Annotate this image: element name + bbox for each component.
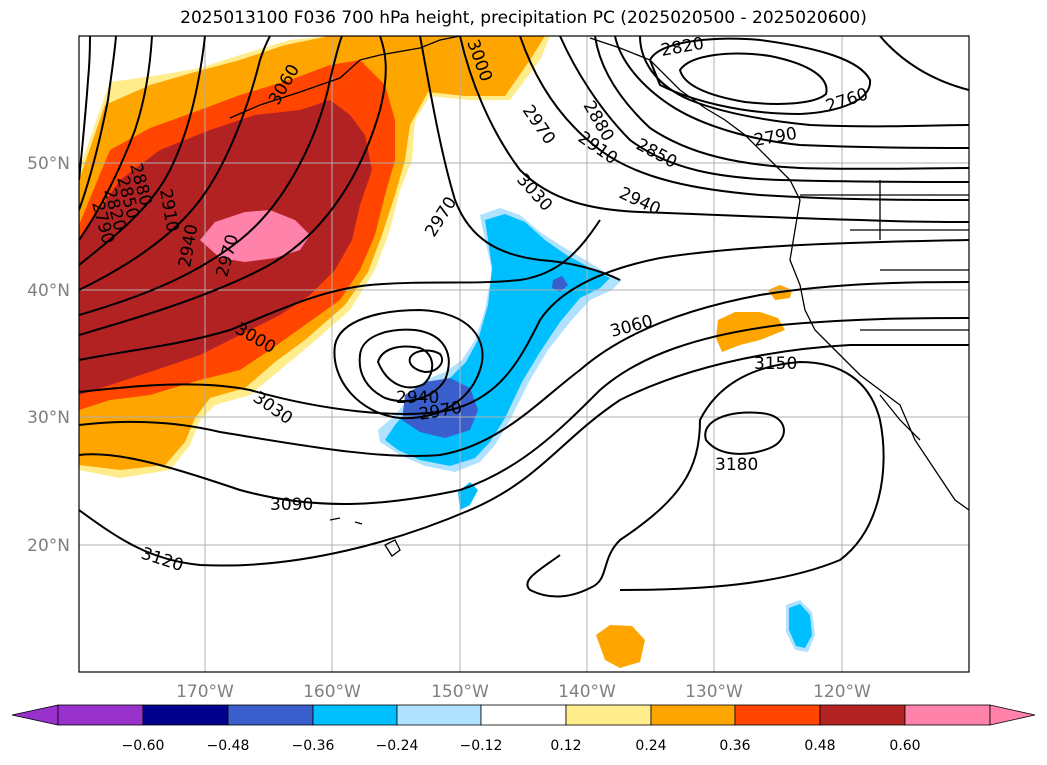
contour-trough-1 xyxy=(594,36,969,170)
colorbar-segment xyxy=(227,704,314,726)
height-contours xyxy=(79,36,969,598)
lat-label: 50°N xyxy=(27,154,70,174)
contour-west-4 xyxy=(79,36,206,266)
longitude-labels: 170°W 160°W 150°W 140°W 130°W 120°W xyxy=(176,682,871,702)
contour-ridge-4 xyxy=(559,36,969,183)
colorbar-tick-labels: −0.60 −0.48 −0.36 −0.24 −0.12 0.12 0.24 … xyxy=(122,738,921,754)
lon-label: 140°W xyxy=(558,682,616,702)
colorbar-tick-label: 0.24 xyxy=(635,738,666,754)
contour-trough-2 xyxy=(614,36,969,149)
contour-west-7 xyxy=(79,36,91,181)
colorbar-segment xyxy=(734,704,821,726)
colorbar-tick-label: −0.48 xyxy=(207,738,250,754)
shade-pos-orange-mid xyxy=(716,312,785,352)
contour-label: 3150 xyxy=(754,354,797,374)
lon-label: 150°W xyxy=(431,682,489,702)
contour-label: 3090 xyxy=(270,495,313,515)
border-states xyxy=(850,180,969,331)
contour-ridge-1 xyxy=(419,36,621,281)
contour-3150 xyxy=(526,360,885,598)
latitude-labels: 50°N 40°N 30°N 20°N xyxy=(27,154,70,556)
contour-2970-ring xyxy=(358,328,450,402)
contour-3000-main xyxy=(79,219,601,361)
lat-label: 30°N xyxy=(27,408,70,428)
contour-west-2 xyxy=(79,36,343,316)
colorbar-extend-high xyxy=(989,704,1036,726)
contour-low-ring-1 xyxy=(648,37,872,116)
colorbar-segment xyxy=(480,704,567,726)
lat-label: 40°N xyxy=(27,281,70,301)
colorbar-tick-label: −0.24 xyxy=(376,738,419,754)
contour-3030 xyxy=(79,239,969,415)
lon-label: 160°W xyxy=(303,682,361,702)
colorbar-segment xyxy=(565,704,652,726)
negative-anomaly-shading xyxy=(378,208,815,652)
colorbar-segment xyxy=(396,704,482,726)
colorbar-tick-label: −0.36 xyxy=(292,738,335,754)
contour-3090 xyxy=(79,317,969,505)
contour-3000-ring xyxy=(333,308,484,420)
colorbar-tick-label: 0.48 xyxy=(804,738,835,754)
colorbar: −0.60 −0.48 −0.36 −0.24 −0.12 0.12 0.24 … xyxy=(11,704,1036,754)
colorbar-segment xyxy=(819,704,906,726)
contour-2940-ring xyxy=(376,345,434,389)
coast-alaska xyxy=(229,36,461,119)
contour-3120 xyxy=(79,343,969,567)
contour-2910-ring xyxy=(408,349,444,374)
contour-west-1 xyxy=(79,36,387,336)
colorbar-tick-label: −0.60 xyxy=(122,738,165,754)
contour-label: 2940 xyxy=(396,388,439,408)
map-frame xyxy=(78,35,970,673)
contour-ridge-2 xyxy=(459,36,969,223)
colorbar-segment xyxy=(57,704,144,726)
contour-west-6 xyxy=(79,36,117,211)
lat-label: 20°N xyxy=(27,536,70,556)
contour-north-east xyxy=(879,36,969,91)
colorbar-segment xyxy=(142,704,229,726)
shade-neg-dot xyxy=(552,276,568,292)
contour-west-3 xyxy=(79,36,271,291)
lon-label: 130°W xyxy=(685,682,743,702)
shade-pos-orange-south xyxy=(596,625,645,668)
map-area: 2820 2760 2790 2850 2880 2910 2940 2970 … xyxy=(79,36,969,672)
contour-3060 xyxy=(79,281,969,457)
lon-label: 170°W xyxy=(176,682,234,702)
colorbar-segment xyxy=(312,704,398,726)
colorbar-segment xyxy=(650,704,736,726)
coast-gulf-california xyxy=(879,394,921,441)
colorbar-tick-label: −0.12 xyxy=(460,738,503,754)
contour-low-ring-2 xyxy=(678,52,828,105)
shade-neg-royalblue xyxy=(402,378,478,438)
colorbar-extend-low xyxy=(11,704,59,726)
colorbar-tick-label: 0.12 xyxy=(550,738,581,754)
contour-west-5 xyxy=(79,36,153,241)
colorbar-segment xyxy=(904,704,991,726)
shade-neg-southeast-inner xyxy=(789,604,812,648)
lon-label: 120°W xyxy=(813,682,871,702)
colorbar-tick-label: 0.60 xyxy=(889,738,920,754)
colorbar-tick-label: 0.36 xyxy=(719,738,750,754)
map-title: 2025013100 F036 700 hPa height, precipit… xyxy=(180,8,867,28)
contour-label: 3180 xyxy=(715,455,758,475)
coast-hawaii xyxy=(329,517,401,557)
contour-3180 xyxy=(704,411,785,455)
contour-ridge-3 xyxy=(519,36,969,201)
positive-anomaly-shading xyxy=(79,36,792,668)
